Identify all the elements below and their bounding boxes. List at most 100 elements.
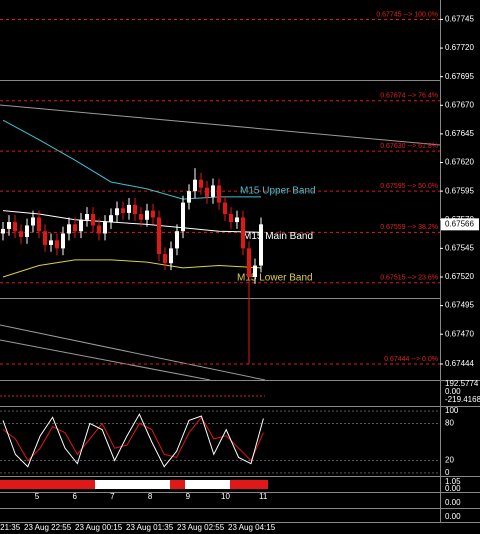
y-tick-label: 0.67695 xyxy=(445,72,474,81)
state-label: 1.05 xyxy=(445,477,461,486)
candle-body xyxy=(223,202,227,215)
fib-label: 0.67630 --> 61.8% xyxy=(380,143,438,150)
candle-body xyxy=(103,222,107,234)
y-tick-label: 0.67520 xyxy=(445,272,474,281)
y-tick-label: 0.67470 xyxy=(445,329,474,338)
panel4-label: 0.00 xyxy=(445,498,461,507)
stoch-tick-label: 80 xyxy=(445,419,454,428)
current-price-box xyxy=(441,218,479,231)
stoch-tick-label: 20 xyxy=(445,456,454,465)
candle-body xyxy=(253,265,257,277)
candle-body xyxy=(67,224,71,234)
panel-borders xyxy=(0,0,480,523)
fib-label: 0.67515 --> 23.6% xyxy=(380,275,438,282)
candle-body xyxy=(217,185,221,203)
fib-label: 0.67595 --> 50.0% xyxy=(380,183,438,190)
candle-body xyxy=(1,228,5,234)
candle-body xyxy=(259,224,263,266)
y-tick-label: 0.67745 xyxy=(445,15,474,24)
stoch-line xyxy=(2,413,264,468)
oscillator-label: -219.4168 xyxy=(445,395,480,404)
candle-body xyxy=(127,204,131,213)
candle-body xyxy=(49,240,53,245)
bar-number: 9 xyxy=(186,492,191,501)
candle-body xyxy=(241,217,245,249)
candle-body xyxy=(163,254,167,264)
band-label: M15 Lower Band xyxy=(237,272,313,283)
candle-body xyxy=(109,215,113,223)
candle-body xyxy=(97,225,101,234)
candle-body xyxy=(205,187,209,197)
candle-body xyxy=(85,214,89,220)
fib-label: 0.67745 --> 100.0% xyxy=(376,11,438,18)
candle-body xyxy=(235,217,239,223)
candle-body xyxy=(7,222,11,229)
current-price-label: 0.67566 xyxy=(445,219,474,228)
candle-body xyxy=(229,214,233,223)
candle-body xyxy=(37,217,41,232)
y-tick-label: 0.67545 xyxy=(445,243,474,252)
bar-number: 10 xyxy=(221,492,230,501)
oscillator-label: 0.00 xyxy=(445,387,461,396)
y-tick-label: 0.67495 xyxy=(445,301,474,310)
bar-number: 8 xyxy=(148,492,153,501)
candle-body xyxy=(247,248,251,277)
fib-label: 0.67674 --> 76.4% xyxy=(380,93,438,100)
y-tick-label: 0.67620 xyxy=(445,158,474,167)
candle-body xyxy=(211,185,215,197)
candle-body xyxy=(193,179,197,192)
candle-body xyxy=(31,217,35,226)
state-label: 0.00 xyxy=(445,484,461,493)
time-label: 23 Aug 00:15 xyxy=(75,523,123,532)
stoch-line xyxy=(2,416,264,462)
bar-number: 5 xyxy=(35,492,40,501)
y-tick-label: 0.67444 xyxy=(445,359,474,368)
candle-body xyxy=(133,204,137,215)
candle-body xyxy=(73,224,77,232)
bar-number: 6 xyxy=(72,492,77,501)
candle-body xyxy=(199,179,203,188)
fib-label: 0.67444 --> 0.0% xyxy=(384,356,438,363)
candle-body xyxy=(139,214,143,220)
band-line xyxy=(2,259,262,278)
y-tick-label: 0.67595 xyxy=(445,186,474,195)
candle-body xyxy=(25,225,29,237)
bar-number: 11 xyxy=(259,492,268,501)
candle-body xyxy=(169,248,173,264)
bar-number: 7 xyxy=(110,492,115,501)
trend-lines xyxy=(0,104,441,381)
stoch-tick-label: 100 xyxy=(445,406,459,415)
candle-body xyxy=(175,231,179,249)
candle-body xyxy=(19,231,23,237)
candle-body xyxy=(43,231,47,245)
fib-label: 0.67559 --> 38.2% xyxy=(380,224,438,231)
band-label: M15 Main Band xyxy=(243,231,313,242)
time-label: 23 Aug 21:35 xyxy=(0,523,21,532)
candle-body xyxy=(187,191,191,203)
state-bar xyxy=(0,480,268,489)
candle-body xyxy=(121,208,125,213)
band-line xyxy=(2,210,262,233)
candle-body xyxy=(151,210,155,218)
time-label: 23 Aug 01:35 xyxy=(126,523,174,532)
y-tick-label: 0.67670 xyxy=(445,100,474,109)
panel5-label: 0.00 xyxy=(445,512,461,521)
oscillator-label: 192.5774 xyxy=(445,379,479,388)
stoch-tick-label: 0 xyxy=(445,468,450,477)
candle-body xyxy=(145,210,149,220)
band-label: M15 Upper Band xyxy=(240,186,316,197)
candle-body xyxy=(91,214,95,226)
candle-body xyxy=(13,222,17,232)
candle-body xyxy=(181,202,185,232)
time-label: 23 Aug 02:55 xyxy=(177,523,225,532)
time-label: 23 Aug 04:15 xyxy=(228,523,276,532)
candle-body xyxy=(79,219,83,232)
time-label: 23 Aug 22:55 xyxy=(24,523,72,532)
y-tick-label: 0.67720 xyxy=(445,43,474,52)
candle-body xyxy=(157,217,161,255)
candle-body xyxy=(55,240,59,249)
y-tick-label: 0.67645 xyxy=(445,129,474,138)
candle-body xyxy=(115,208,119,216)
candle-body xyxy=(61,233,65,249)
